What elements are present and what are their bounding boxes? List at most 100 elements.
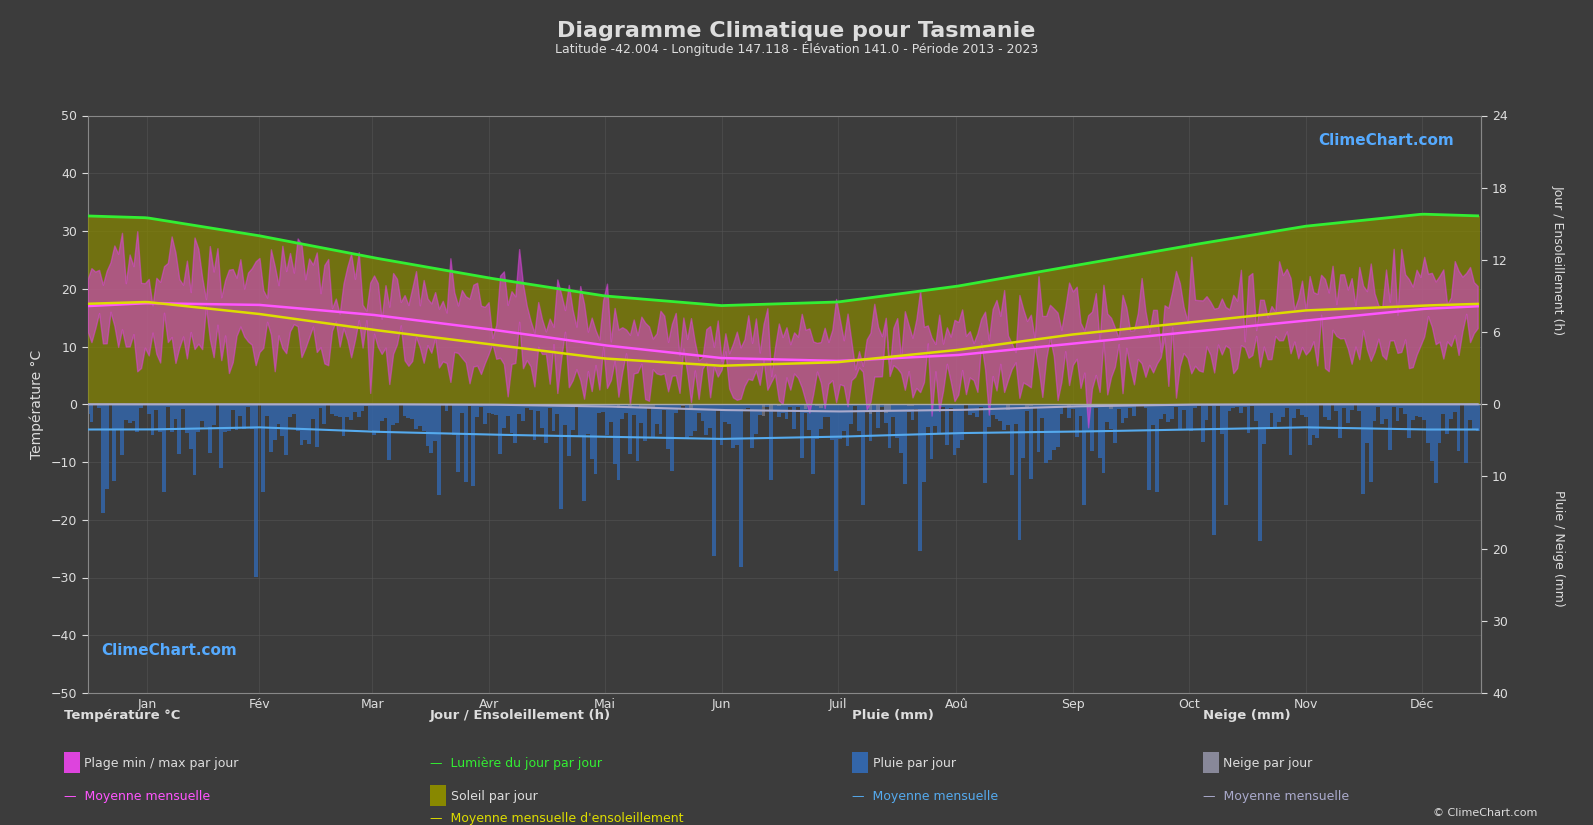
Bar [1120,404,1125,422]
Bar [1212,404,1215,535]
Bar [94,216,97,404]
Bar [1059,268,1064,404]
Bar [1392,404,1395,407]
Bar [1453,404,1456,412]
Bar [1094,262,1098,404]
Bar [548,404,551,408]
Bar [594,295,597,404]
Bar [1166,249,1171,404]
Bar [1106,260,1109,404]
Bar [1185,246,1190,404]
Bar [403,263,406,404]
Bar [155,404,158,410]
Bar [1158,251,1163,404]
Bar [190,404,193,449]
Bar [933,404,937,426]
Bar [529,285,532,404]
Bar [436,404,441,495]
Bar [937,404,941,433]
Bar [158,404,162,432]
Bar [113,404,116,481]
Bar [307,245,311,404]
Bar [403,404,406,416]
Bar [819,404,822,408]
Bar [655,404,658,424]
Bar [1308,404,1311,445]
Bar [846,404,849,405]
Y-axis label: Température °C: Température °C [29,350,43,459]
Bar [728,305,731,404]
Bar [1196,404,1201,406]
Bar [972,283,975,404]
Bar [1032,272,1037,404]
Bar [1231,238,1235,404]
Bar [922,404,926,483]
Bar [1297,404,1300,409]
Bar [1090,262,1094,404]
Bar [639,404,644,422]
Bar [1258,233,1262,404]
Bar [1270,404,1273,413]
Bar [581,404,586,502]
Bar [647,404,652,408]
Bar [822,303,827,404]
Bar [1324,404,1327,417]
Bar [969,404,972,415]
Bar [652,404,655,437]
Bar [1048,270,1051,404]
Bar [578,292,581,404]
Bar [766,404,769,408]
Bar [1133,404,1136,417]
Bar [663,301,666,404]
Bar [830,302,835,404]
Bar [575,404,578,406]
Bar [1051,269,1056,404]
Bar [753,304,758,404]
Bar [86,404,89,414]
Bar [628,404,632,455]
Bar [1380,404,1384,424]
Text: —  Moyenne mensuelle: — Moyenne mensuelle [1203,790,1349,803]
Bar [456,272,460,404]
Bar [387,261,392,404]
Bar [518,404,521,414]
Text: Température °C: Température °C [64,709,180,722]
Bar [185,224,190,404]
Bar [728,404,731,423]
Bar [1368,404,1373,483]
Bar [1021,275,1026,404]
Bar [1445,404,1450,434]
Bar [876,404,879,428]
Bar [376,258,379,404]
Bar [100,404,105,513]
Bar [964,404,969,405]
Bar [1395,217,1399,404]
Bar [1013,404,1018,405]
Bar [422,404,425,431]
Bar [624,298,628,404]
Bar [387,404,392,460]
Bar [578,404,581,405]
Bar [132,404,135,422]
Bar [1292,404,1297,418]
Bar [392,262,395,404]
Bar [1171,404,1174,419]
Bar [182,224,185,404]
Bar [860,299,865,404]
Bar [354,404,357,412]
Bar [849,404,854,424]
Bar [898,294,903,404]
Bar [789,304,792,404]
Bar [926,404,930,427]
Bar [177,404,182,455]
Bar [1461,215,1464,404]
Text: Plage min / max par jour: Plage min / max par jour [84,757,239,770]
Bar [742,404,747,409]
Bar [693,404,696,431]
Bar [964,285,969,404]
Bar [1327,404,1330,420]
Bar [903,404,906,484]
Bar [846,301,849,404]
Bar [1018,276,1021,404]
Bar [1450,215,1453,404]
